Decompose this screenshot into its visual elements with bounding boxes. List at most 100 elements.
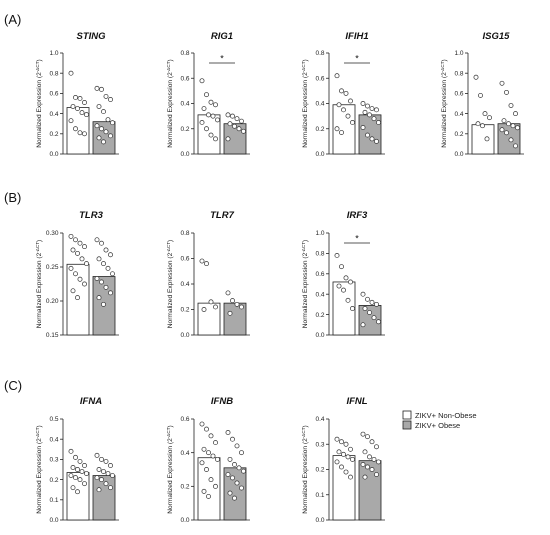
chart-ifnb: 0.0 0.2 0.4 0.6 Normalized Expression (2-ΔCT…: [166, 396, 250, 524]
data-point: [508, 103, 514, 108]
data-point: [350, 306, 355, 311]
data-point: [103, 458, 109, 464]
data-point: [101, 469, 106, 474]
data-point: [508, 137, 514, 143]
data-point: [208, 132, 214, 138]
data-point: [513, 111, 518, 117]
chart-title: ISG15: [483, 31, 511, 42]
data-point: [201, 488, 207, 494]
data-point: [105, 265, 111, 271]
y-tick-label: 0.30: [46, 230, 59, 237]
chart-title: RIG1: [211, 31, 233, 42]
data-point: [70, 104, 76, 109]
y-axis-label: Normalized Expression (2-ΔCT): [166, 240, 175, 328]
data-point: [374, 138, 379, 144]
data-point: [82, 463, 87, 468]
data-point: [204, 426, 209, 432]
data-point: [376, 119, 381, 125]
y-tick-label: 0.15: [46, 332, 59, 339]
data-point: [339, 439, 344, 445]
data-point: [230, 475, 235, 481]
data-point: [108, 290, 113, 296]
y-tick-label: 0.6: [180, 256, 189, 263]
data-point: [506, 121, 511, 127]
y-tick-label: 0.6: [180, 75, 189, 82]
data-point: [68, 70, 74, 76]
data-point: [105, 471, 111, 476]
data-point: [75, 295, 80, 301]
data-point: [227, 456, 233, 462]
data-point: [234, 443, 240, 449]
data-point: [343, 275, 349, 281]
data-point: [210, 453, 216, 459]
chart-title: TLR3: [79, 210, 103, 221]
y-axis-label: Normalized Expression (2-ΔCT): [301, 240, 310, 328]
y-tick-label: 0.20: [46, 298, 59, 305]
data-point: [225, 430, 231, 435]
legend-label-non-obese: ZIKV+ Non-Obese: [415, 411, 477, 420]
bar-non-obese: [197, 457, 221, 521]
data-point: [213, 136, 218, 142]
y-tick-label: 0.2: [180, 307, 189, 314]
data-point: [68, 233, 74, 239]
y-tick-label: 0.0: [315, 332, 324, 339]
bar-obese: [92, 121, 116, 155]
data-point: [336, 449, 342, 455]
data-point: [365, 434, 370, 440]
y-axis-label: Normalized Expression (2-ΔCT): [35, 240, 44, 328]
y-tick-label: 0.25: [46, 264, 59, 271]
data-point: [103, 481, 109, 487]
chart-isg15: 0.0 0.2 0.4 0.6 0.8 1.0 Normalized Expression …: [440, 31, 524, 158]
data-point: [79, 256, 85, 262]
data-point: [204, 126, 209, 132]
y-tick-label: 0.2: [315, 312, 324, 319]
data-point: [213, 483, 218, 489]
y-tick-label: 0.3: [315, 441, 324, 448]
data-point: [77, 458, 83, 464]
chart-ifih1: 0.0 0.2 0.4 0.6 0.8 Normalized Expression (2-…: [301, 31, 385, 158]
data-point: [362, 474, 368, 480]
chart-title: IRF3: [347, 210, 368, 221]
data-point: [473, 74, 479, 80]
data-point: [499, 127, 505, 133]
data-point: [348, 98, 353, 104]
data-point: [96, 104, 102, 109]
y-tick-label: 0.2: [180, 484, 189, 491]
data-point: [94, 475, 100, 481]
chart-tlr7: 0.0 0.2 0.4 0.6 0.8 Normalized Expression (2-…: [166, 210, 250, 339]
data-point: [360, 125, 366, 130]
data-point: [339, 264, 344, 270]
y-tick-label: 0.0: [180, 332, 189, 339]
y-axis-label: Normalized Expression (2-ΔCT): [301, 425, 310, 513]
y-tick-label: 0.8: [315, 50, 324, 57]
data-point: [367, 112, 372, 118]
data-point: [94, 452, 100, 458]
data-point: [371, 456, 377, 462]
data-point: [84, 471, 89, 476]
data-point: [101, 139, 106, 145]
data-point: [206, 450, 211, 456]
y-tick-label: 0.0: [454, 151, 463, 158]
data-point: [345, 454, 351, 460]
data-point: [108, 485, 113, 491]
data-point: [360, 291, 366, 297]
data-point: [84, 261, 89, 267]
y-tick-label: 0.1: [49, 497, 58, 504]
data-point: [199, 119, 205, 125]
data-point: [77, 95, 83, 101]
data-point: [367, 310, 372, 316]
data-point: [77, 276, 83, 282]
y-tick-label: 0.0: [49, 151, 58, 158]
data-point: [232, 123, 237, 129]
bar-non-obese: [332, 281, 356, 336]
data-point: [345, 297, 351, 303]
data-point: [225, 136, 231, 142]
data-point: [84, 112, 89, 118]
data-point: [360, 431, 366, 437]
data-point: [94, 85, 100, 91]
y-tick-label: 0.0: [180, 151, 189, 158]
data-point: [110, 271, 115, 277]
data-point: [369, 299, 375, 305]
data-point: [215, 117, 220, 123]
chart-sting: 0.0 0.2 0.4 0.6 0.8 1.0 Normalized Expression …: [35, 31, 119, 158]
